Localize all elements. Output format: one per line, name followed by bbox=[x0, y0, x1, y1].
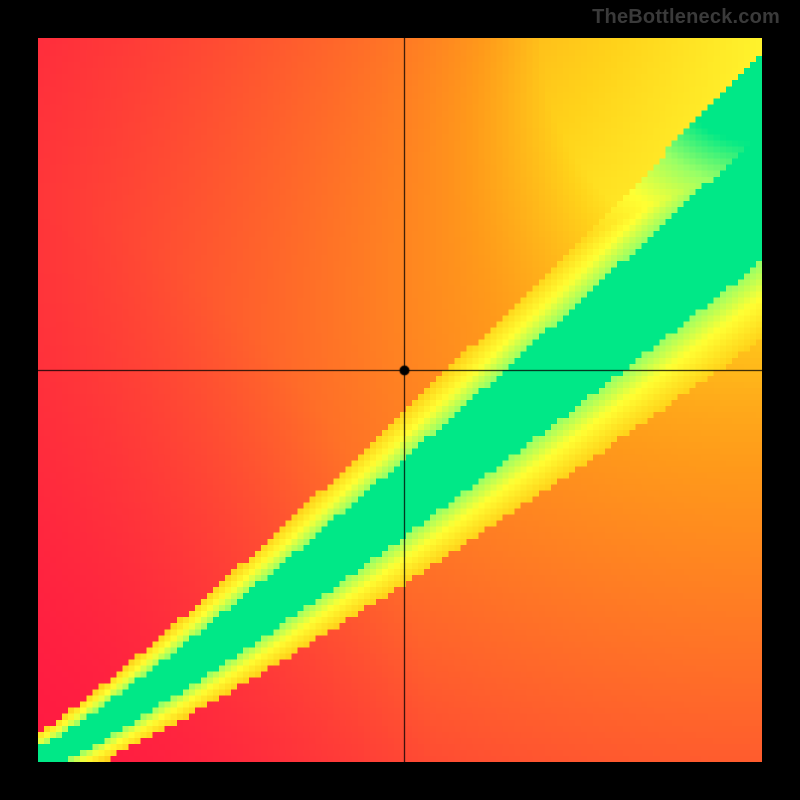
watermark-label: TheBottleneck.com bbox=[592, 6, 780, 29]
chart-container: TheBottleneck.com bbox=[0, 0, 800, 800]
crosshair-overlay bbox=[38, 38, 762, 762]
